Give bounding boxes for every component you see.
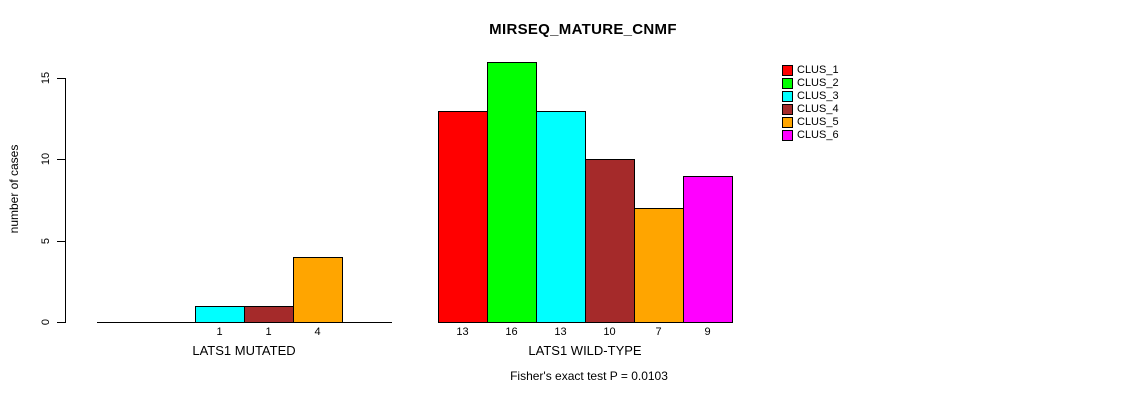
bar-value-label: 4	[314, 326, 321, 338]
bar-CLUS_5	[293, 257, 343, 323]
y-tick-label: 15	[40, 71, 52, 85]
bar-CLUS_6	[683, 176, 733, 323]
y-tick-mark	[57, 241, 65, 242]
bar-value-label: 10	[603, 326, 616, 338]
legend-swatch-CLUS_4	[782, 104, 793, 115]
legend-swatch-CLUS_1	[782, 65, 793, 76]
bar-CLUS_3	[536, 111, 586, 323]
bar-value-label: 16	[505, 326, 518, 338]
y-tick-label: 0	[40, 318, 52, 326]
legend-swatch-CLUS_2	[782, 78, 793, 89]
group-label: LATS1 MUTATED	[192, 343, 296, 358]
y-tick-label: 10	[40, 152, 52, 166]
bar-value-label: 1	[216, 326, 223, 338]
bar-CLUS_3	[195, 306, 245, 323]
chart-title: MIRSEQ_MATURE_CNMF	[489, 21, 677, 38]
legend-swatch-CLUS_6	[782, 130, 793, 141]
bar-CLUS_2	[487, 62, 537, 323]
fisher-test-annotation: Fisher's exact test P = 0.0103	[510, 369, 668, 383]
legend-label: CLUS_2	[797, 77, 839, 89]
y-tick-mark	[57, 322, 65, 323]
bar-value-label: 1	[265, 326, 272, 338]
bar-CLUS_4	[244, 306, 294, 323]
legend-label: CLUS_1	[797, 64, 839, 76]
bar-CLUS_4	[585, 159, 635, 323]
legend-label: CLUS_3	[797, 90, 839, 102]
bar-CLUS_1	[438, 111, 488, 323]
legend-label: CLUS_4	[797, 103, 839, 115]
bar-value-label: 9	[704, 326, 711, 338]
legend-swatch-CLUS_5	[782, 117, 793, 128]
y-tick-label: 5	[40, 237, 52, 245]
legend-label: CLUS_5	[797, 116, 839, 128]
bar-CLUS_5	[634, 208, 684, 323]
bar-value-label: 13	[456, 326, 469, 338]
bar-value-label: 13	[554, 326, 567, 338]
y-tick-mark	[57, 78, 65, 79]
group-label: LATS1 WILD-TYPE	[528, 343, 642, 358]
bar-value-label: 7	[655, 326, 662, 338]
y-axis-line	[65, 78, 66, 323]
legend-swatch-CLUS_3	[782, 91, 793, 102]
legend-label: CLUS_6	[797, 129, 839, 141]
y-tick-mark	[57, 159, 65, 160]
